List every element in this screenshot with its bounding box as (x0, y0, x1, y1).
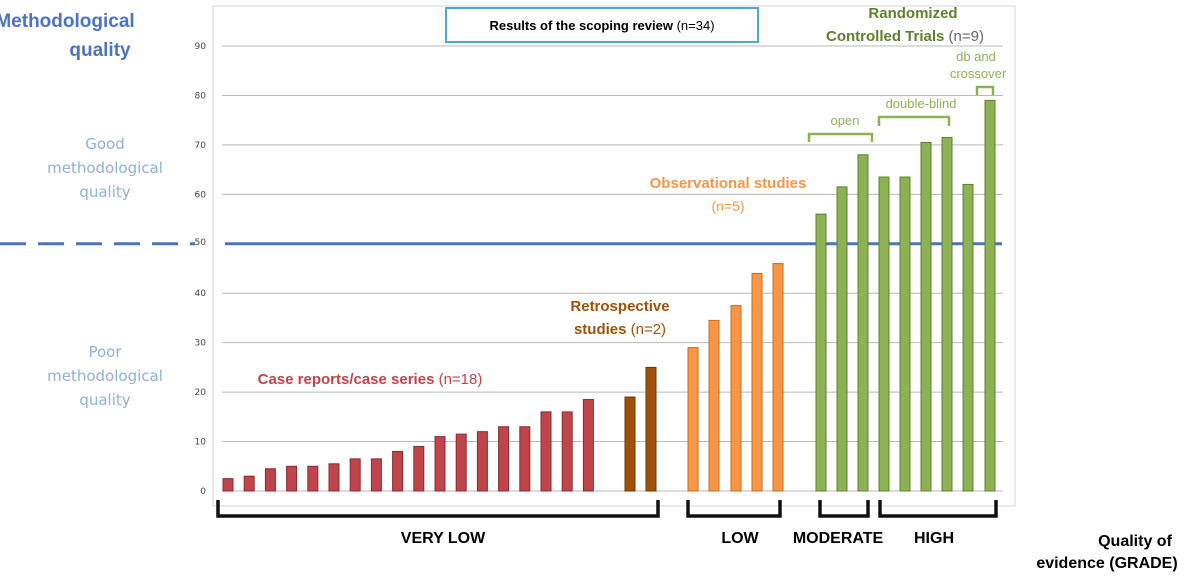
rct-label-2: Controlled Trials (n=9) (826, 28, 984, 45)
case-report-bar (541, 412, 551, 491)
y-tick-label: 90 (195, 42, 207, 52)
methodological-quality-title: Methodological (0, 11, 135, 32)
open-label: open (831, 113, 860, 128)
retrospective-label-2: studies (n=2) (574, 321, 666, 338)
high-bracket (880, 500, 996, 516)
case-report-bar (393, 451, 403, 491)
quality-of-evidence-label: Quality of (1098, 533, 1172, 550)
moderate-label: MODERATE (793, 530, 884, 547)
threshold-label: 50 (195, 238, 207, 248)
case-report-bar (308, 466, 318, 491)
rct-bar (816, 214, 826, 491)
high-label: HIGH (914, 530, 954, 547)
observational-bar (752, 273, 762, 491)
case-report-bar (287, 466, 297, 491)
good-quality-label: Good (85, 135, 125, 153)
y-tick-labels: 0 10 20 30 40 60 70 80 90 (195, 42, 207, 497)
case-report-bar (371, 459, 381, 491)
case-reports-label: Case reports/case series (n=18) (258, 371, 483, 388)
case-report-bar (223, 479, 233, 491)
good-quality-label-2: methodological (47, 159, 163, 177)
observational-bar (731, 306, 741, 491)
rct-bar (837, 187, 847, 491)
db-crossover-bracket (977, 87, 993, 95)
observational-bar (709, 320, 719, 491)
double-blind-label: double-blind (886, 96, 957, 111)
very-low-label: VERY LOW (401, 530, 486, 547)
y-tick-label: 70 (195, 141, 207, 151)
case-report-bar (350, 459, 360, 491)
methodological-quality-title-2: quality (69, 40, 131, 61)
double-blind-bracket (879, 117, 949, 126)
rct-bar (879, 177, 889, 491)
very-low-bracket (218, 500, 658, 516)
case-report-bar (435, 437, 445, 491)
y-tick-label: 0 (200, 487, 206, 497)
poor-quality-label: Poor (88, 343, 122, 361)
plot-frame (213, 6, 1015, 506)
case-report-bar (414, 447, 424, 492)
poor-quality-label-2: methodological (47, 367, 163, 385)
moderate-bracket (820, 500, 868, 516)
db-crossover-label-2: crossover (950, 66, 1007, 81)
rct-bar (963, 184, 973, 491)
rct-bar (858, 155, 868, 491)
bars (223, 100, 995, 491)
y-tick-label: 20 (195, 388, 207, 398)
case-report-bar (562, 412, 572, 491)
poor-quality-label-3: quality (79, 391, 130, 409)
case-report-bar (456, 434, 466, 491)
case-report-bar (583, 400, 593, 491)
low-bracket (688, 500, 780, 516)
y-tick-label: 30 (195, 339, 207, 349)
results-box-text: Results of the scoping review (n=34) (489, 18, 714, 33)
case-report-bar (520, 427, 530, 491)
observational-bar (688, 348, 698, 491)
good-quality-label-3: quality (79, 183, 130, 201)
case-report-bar (329, 464, 339, 491)
rct-bar (942, 137, 952, 491)
retrospective-label: Retrospective (570, 298, 669, 315)
rct-bar (985, 100, 995, 491)
rct-bar (921, 142, 931, 491)
quality-of-evidence-label-2: evidence (GRADE) (1036, 555, 1177, 572)
rct-bar (900, 177, 910, 491)
y-tick-label: 80 (195, 91, 207, 101)
y-tick-label: 10 (195, 438, 207, 448)
rct-label: Randomized (868, 5, 957, 22)
observational-bar (773, 264, 783, 491)
case-report-bar (477, 432, 487, 491)
low-label: LOW (721, 530, 759, 547)
observational-label: Observational studies (650, 175, 807, 192)
case-report-bar (244, 476, 254, 491)
open-bracket (809, 134, 872, 142)
y-tick-label: 60 (195, 190, 207, 200)
observational-n: (n=5) (711, 198, 744, 214)
y-tick-label: 40 (195, 289, 207, 299)
case-report-bar (499, 427, 509, 491)
case-report-bar (265, 469, 275, 491)
retrospective-bar (646, 367, 656, 491)
db-crossover-label: db and (956, 49, 996, 64)
retrospective-bar (625, 397, 635, 491)
